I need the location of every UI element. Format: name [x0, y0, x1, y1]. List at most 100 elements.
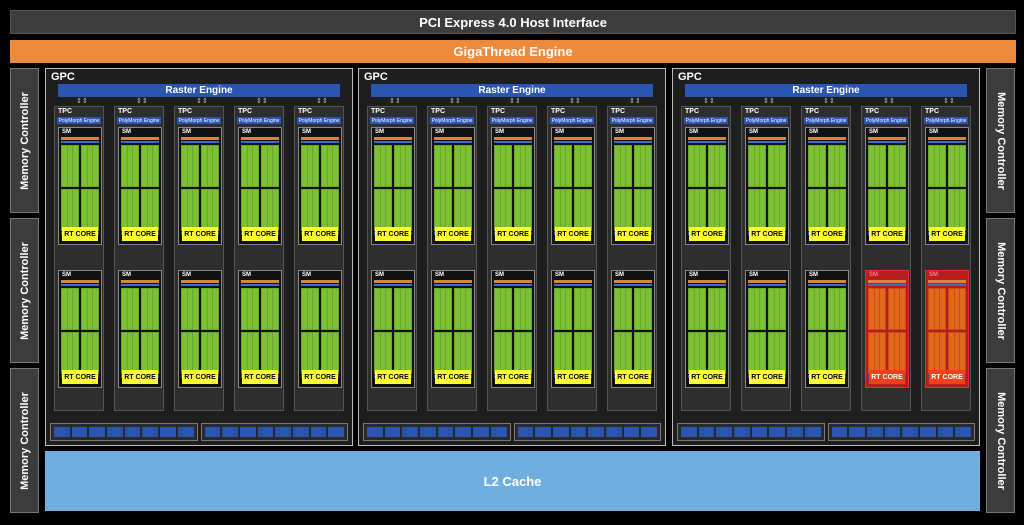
- unit-cell: [955, 427, 971, 437]
- unit-group: [200, 423, 348, 441]
- raster-arrow: ⇕⇕: [763, 98, 775, 105]
- core-unit: [127, 190, 133, 230]
- core-unit: [709, 146, 714, 186]
- core-unit: [586, 333, 592, 373]
- core-unit: [754, 190, 760, 230]
- core-column: [321, 145, 339, 187]
- sm-label: SM: [929, 129, 938, 135]
- core-unit: [714, 146, 720, 186]
- core-unit: [400, 190, 406, 230]
- core-column: [614, 189, 632, 231]
- core-unit: [635, 146, 640, 186]
- core-unit: [526, 146, 532, 186]
- core-unit: [615, 289, 620, 329]
- core-unit: [689, 146, 694, 186]
- sm-cache-line: [808, 137, 846, 140]
- core-unit: [193, 289, 199, 329]
- core-unit: [940, 289, 946, 329]
- core-column: [321, 332, 339, 374]
- core-column: [828, 332, 846, 374]
- tpc-label: TPC: [865, 108, 879, 115]
- sm-label: SM: [809, 129, 818, 135]
- cuda-core-block: [494, 189, 532, 231]
- unit-cell: [734, 427, 750, 437]
- core-unit: [307, 190, 313, 230]
- core-unit: [635, 289, 640, 329]
- core-column: [434, 189, 452, 231]
- core-unit: [327, 333, 333, 373]
- unit-cell: [787, 427, 803, 437]
- sm-cache-line: [868, 137, 906, 140]
- core-unit: [207, 190, 213, 230]
- core-unit: [809, 190, 814, 230]
- core-unit: [749, 146, 754, 186]
- sm-label: SM: [809, 272, 818, 278]
- sm-block: SM RT CORE: [491, 127, 535, 245]
- rt-core: RT CORE: [435, 370, 471, 384]
- sm-cache-line: [868, 280, 906, 283]
- core-unit: [142, 289, 147, 329]
- sm-register-line: [748, 284, 786, 286]
- core-unit: [869, 190, 874, 230]
- sm-label: SM: [122, 272, 131, 278]
- core-unit: [307, 333, 313, 373]
- core-unit: [375, 333, 380, 373]
- cuda-core-block: [868, 332, 906, 374]
- rt-core: RT CORE: [62, 227, 98, 241]
- core-unit: [435, 289, 440, 329]
- cuda-core-block: [614, 145, 652, 187]
- core-unit: [889, 146, 894, 186]
- core-unit: [829, 190, 834, 230]
- core-unit: [874, 146, 880, 186]
- tpc-block: TPC PolyMorph Engine SM RT CORE SM RT CORE: [487, 106, 537, 411]
- sm-register-line: [301, 284, 339, 286]
- core-unit: [187, 289, 193, 329]
- polymorph-engine: PolyMorph Engine: [430, 117, 474, 124]
- core-unit: [874, 190, 880, 230]
- core-unit: [122, 146, 127, 186]
- core-unit: [515, 289, 520, 329]
- core-unit: [202, 146, 207, 186]
- core-unit: [82, 289, 87, 329]
- core-unit: [949, 190, 954, 230]
- core-unit: [87, 333, 93, 373]
- unit-cell: [623, 427, 640, 437]
- sm-label: SM: [302, 272, 311, 278]
- unit-group: [363, 423, 511, 441]
- core-unit: [760, 333, 766, 373]
- tpc-label: TPC: [685, 108, 699, 115]
- core-unit: [940, 190, 946, 230]
- sm-block: SM RT CORE: [805, 127, 849, 245]
- core-column: [708, 145, 726, 187]
- core-column: [261, 189, 279, 231]
- gigathread-engine: GigaThread Engine: [10, 40, 1016, 63]
- raster-arrow: ⇕⇕: [76, 98, 88, 105]
- core-column: [888, 288, 906, 330]
- sm-label: SM: [615, 129, 624, 135]
- tpc-block: TPC PolyMorph Engine SM RT CORE SM RT CORE: [54, 106, 104, 411]
- pcie-host-interface: PCI Express 4.0 Host Interface: [10, 10, 1016, 34]
- core-column: [321, 288, 339, 330]
- tpc-block: TPC PolyMorph Engine SM RT CORE SM RT CORE: [681, 106, 731, 411]
- core-unit: [809, 333, 814, 373]
- sm-cache-line: [748, 280, 786, 283]
- core-unit: [940, 146, 946, 186]
- core-unit: [774, 289, 780, 329]
- raster-arrow: ⇕⇕: [316, 98, 328, 105]
- core-unit: [455, 146, 460, 186]
- core-unit: [526, 333, 532, 373]
- raster-arrow: ⇕⇕: [823, 98, 835, 105]
- sm-cache-line: [434, 137, 472, 140]
- core-unit: [560, 146, 566, 186]
- sm-cache-line: [121, 137, 159, 140]
- core-unit: [874, 289, 880, 329]
- cuda-core-block: [434, 332, 472, 374]
- core-column: [454, 189, 472, 231]
- cuda-core-block: [748, 189, 786, 231]
- core-unit: [375, 146, 380, 186]
- cuda-core-block: [374, 288, 412, 330]
- unit-group: [50, 423, 198, 441]
- core-unit: [566, 333, 572, 373]
- core-unit: [560, 289, 566, 329]
- sm-cache-line: [241, 137, 279, 140]
